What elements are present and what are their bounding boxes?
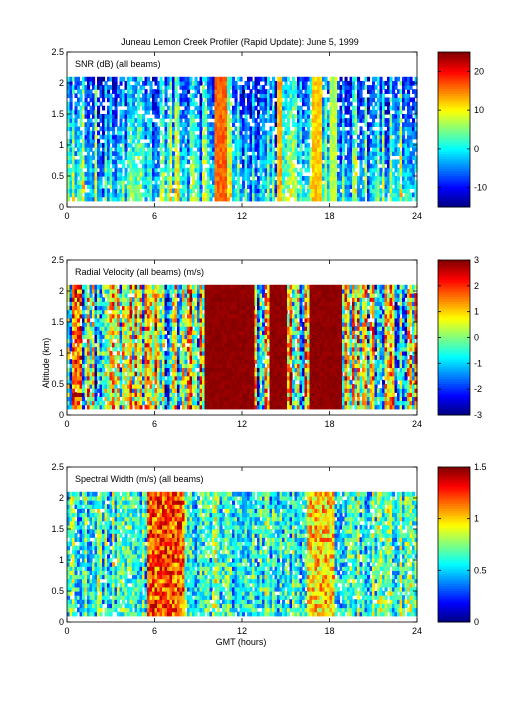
colorbar-tick-label: 3 bbox=[474, 255, 479, 265]
y-tick-label: 0.5 bbox=[51, 586, 64, 596]
y-tick-label: 0 bbox=[59, 410, 64, 420]
panel-label: SNR (dB) (all beams) bbox=[75, 59, 161, 69]
x-axis-label: GMT (hours) bbox=[216, 637, 267, 647]
heatmap-field bbox=[67, 491, 418, 617]
figure-title: Juneau Lemon Creek Profiler (Rapid Updat… bbox=[121, 37, 359, 47]
y-tick-label: 0 bbox=[59, 202, 64, 212]
y-tick-label: 2 bbox=[59, 78, 64, 88]
y-tick-label: 1 bbox=[59, 555, 64, 565]
colorbar-tick-label: 10 bbox=[474, 105, 484, 115]
colorbar-tick-label: -3 bbox=[474, 410, 482, 420]
colorbar-tick-label: -1 bbox=[474, 358, 482, 368]
colorbar-tick-label: 0 bbox=[474, 333, 479, 343]
x-tick-label: 24 bbox=[412, 626, 422, 636]
y-tick-label: 0.5 bbox=[51, 171, 64, 181]
colorbar-tick-label: 0 bbox=[474, 617, 479, 627]
colorbar-tick-label: -10 bbox=[474, 183, 487, 193]
x-tick-label: 12 bbox=[237, 626, 247, 636]
y-tick-label: 2 bbox=[59, 493, 64, 503]
x-tick-label: 24 bbox=[412, 419, 422, 429]
x-tick-label: 18 bbox=[324, 626, 334, 636]
x-tick-label: 6 bbox=[152, 211, 157, 221]
panel-spectral-width: Spectral Width (m/s) (all beams)0 6 12 18 24… bbox=[51, 462, 486, 636]
x-tick-label: 6 bbox=[152, 419, 157, 429]
x-tick-label: 18 bbox=[324, 211, 334, 221]
x-tick-label: 12 bbox=[237, 419, 247, 429]
colorbar-tick-label: 1 bbox=[474, 307, 479, 317]
y-tick-label: 2 bbox=[59, 286, 64, 296]
colorbar-tick-label: 0.5 bbox=[474, 565, 487, 575]
x-tick-label: 6 bbox=[152, 626, 157, 636]
y-tick-label: 1 bbox=[59, 140, 64, 150]
x-tick-label: 0 bbox=[64, 211, 69, 221]
y-tick-label: 0 bbox=[59, 617, 64, 627]
y-tick-label: 1.5 bbox=[51, 109, 64, 119]
colorbar: -3 -2 -1 0 1 2 3 bbox=[437, 255, 482, 420]
y-tick-label: 1.5 bbox=[51, 317, 64, 327]
colorbar-tick-label: 0 bbox=[474, 144, 479, 154]
x-tick-label: 0 bbox=[64, 419, 69, 429]
y-tick-label: 2.5 bbox=[51, 255, 64, 265]
y-tick-label: 1 bbox=[59, 348, 64, 358]
y-tick-label: 2.5 bbox=[51, 47, 64, 57]
y-tick-label: 2.5 bbox=[51, 462, 64, 472]
colorbar-tick-label: 1.5 bbox=[474, 462, 487, 472]
heatmap-field bbox=[67, 284, 418, 410]
panel-radial-velocity: Radial Velocity (all beams) (m/s)0 6 12 18 2… bbox=[51, 255, 482, 429]
panel-label: Spectral Width (m/s) (all beams) bbox=[75, 474, 204, 484]
colorbar-tick-label: 2 bbox=[474, 281, 479, 291]
x-tick-label: 24 bbox=[412, 211, 422, 221]
colorbar-tick-label: 1 bbox=[474, 514, 479, 524]
x-tick-label: 12 bbox=[237, 211, 247, 221]
colorbar-tick-label: -2 bbox=[474, 384, 482, 394]
colorbar: -10 0 10 20 bbox=[437, 51, 487, 208]
colorbar-tick-label: 20 bbox=[474, 66, 484, 76]
heatmap-field bbox=[67, 76, 418, 202]
x-tick-label: 18 bbox=[324, 419, 334, 429]
panel-label: Radial Velocity (all beams) (m/s) bbox=[75, 267, 204, 277]
y-tick-label: 1.5 bbox=[51, 524, 64, 534]
colorbar: 0 0.5 1 1.5 bbox=[437, 462, 487, 627]
panel-snr: SNR (dB) (all beams) 0 6 12 18 24 0 0.5 1 1.5 2 2.5… bbox=[51, 47, 487, 221]
y-axis-label: Altitude (km) bbox=[41, 338, 51, 389]
x-tick-label: 0 bbox=[64, 626, 69, 636]
y-tick-label: 0.5 bbox=[51, 379, 64, 389]
